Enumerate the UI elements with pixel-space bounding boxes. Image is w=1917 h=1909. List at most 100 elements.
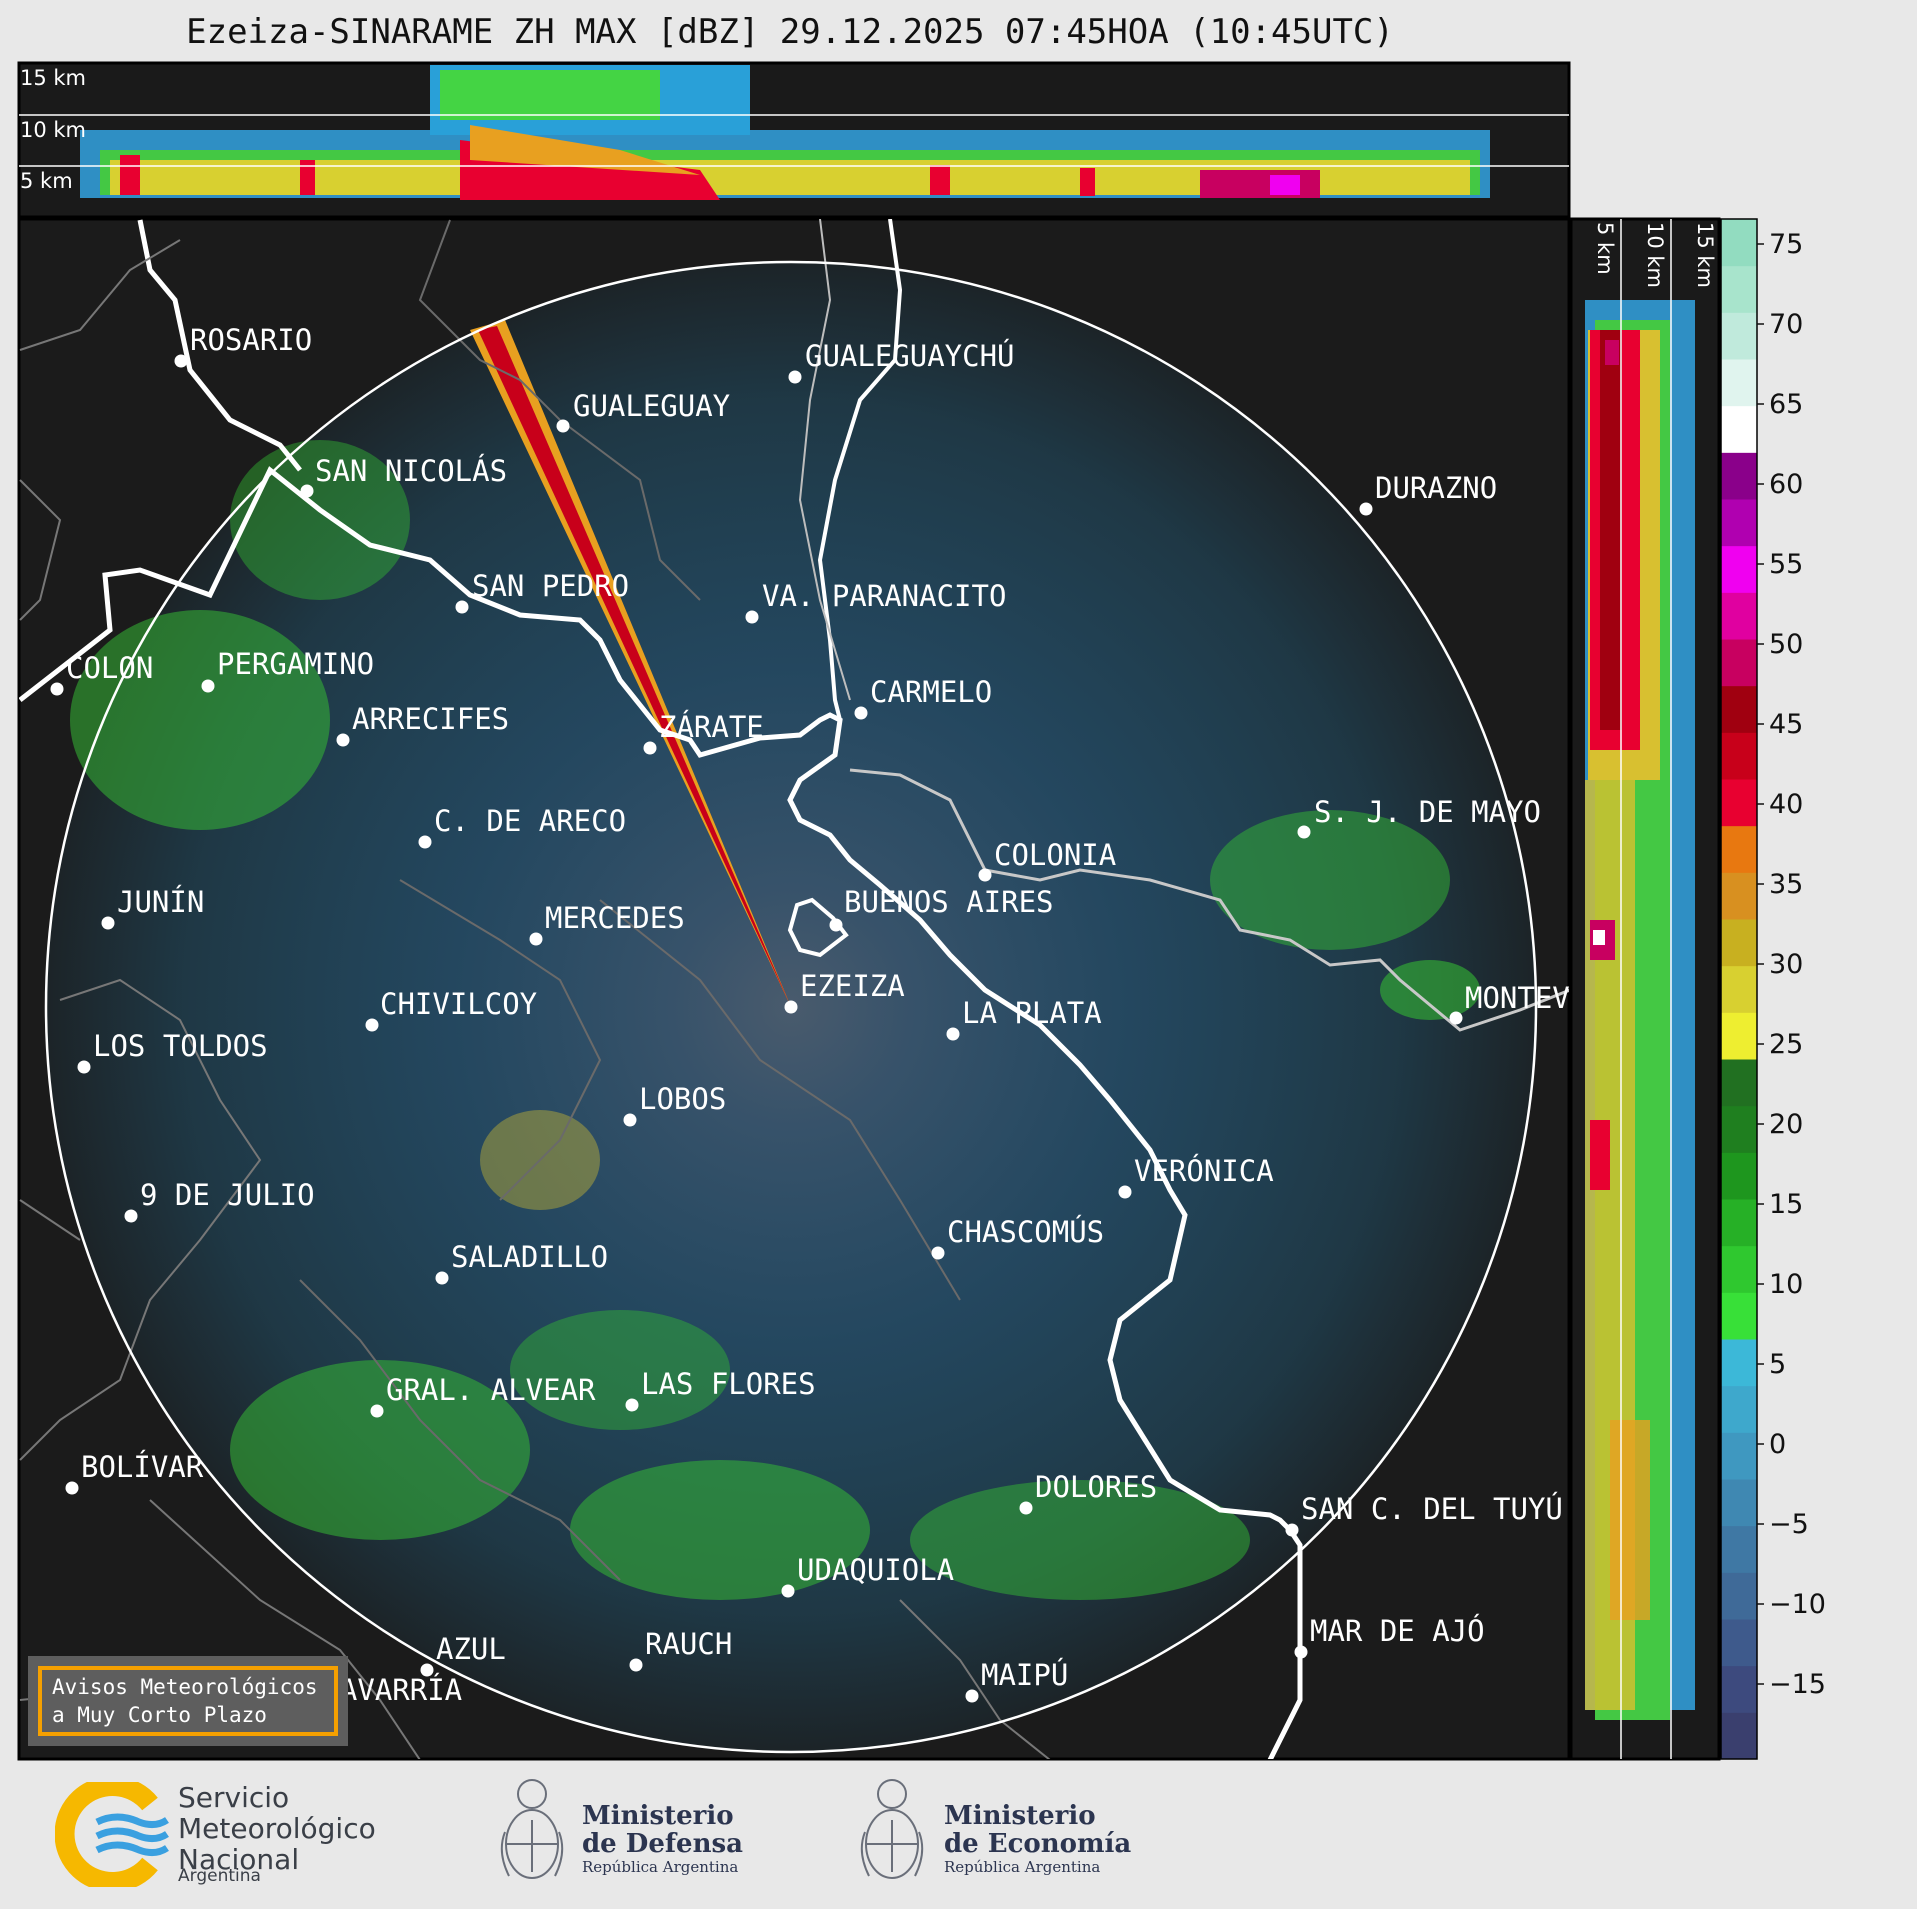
svg-text:DURAZNO: DURAZNO xyxy=(1375,471,1497,505)
city-la-plata: LA PLATA xyxy=(946,996,1102,1041)
colorbar-tick-label: −5 xyxy=(1769,1509,1809,1540)
colorbar-tick-label: 60 xyxy=(1769,469,1803,500)
svg-text:9 DE JULIO: 9 DE JULIO xyxy=(140,1178,315,1212)
colorbar-segment xyxy=(1721,825,1757,873)
colorbar-segment xyxy=(1721,732,1757,780)
colorbar-segment xyxy=(1721,685,1757,733)
colorbar-tick-label: 15 xyxy=(1769,1189,1803,1220)
city-azul: AZUL xyxy=(420,1632,506,1677)
city-s-j-de-mayo: S. J. DE MAYO xyxy=(1297,795,1541,839)
svg-text:DOLORES: DOLORES xyxy=(1035,1470,1157,1504)
colorbar-tick-label: −10 xyxy=(1769,1589,1826,1620)
city-arrecifes: ARRECIFES xyxy=(336,702,509,747)
city-bolivar: BOLÍVAR xyxy=(65,1450,204,1495)
colorbar-tick-label: 30 xyxy=(1769,949,1803,980)
svg-text:JUNÍN: JUNÍN xyxy=(117,885,204,919)
map-title: Ezeiza-SINARAME ZH MAX [dBZ] 29.12.2025 … xyxy=(186,12,1394,52)
colorbar-segment xyxy=(1721,452,1757,500)
colorbar-segment xyxy=(1721,872,1757,920)
city-colonia: COLONIA xyxy=(978,838,1116,882)
range-ring xyxy=(44,260,1538,1754)
svg-text:EZEIZA: EZEIZA xyxy=(800,969,905,1003)
svg-text:BUENOS AIRES: BUENOS AIRES xyxy=(844,885,1054,919)
city-rosario: ROSARIO xyxy=(174,323,312,368)
svg-text:C. DE ARECO: C. DE ARECO xyxy=(434,804,626,838)
colorbar-tick-label: −15 xyxy=(1769,1669,1826,1700)
side-height-panel: 5 km 10 km 15 km xyxy=(1569,217,1721,1761)
colorbar-tick-label: 70 xyxy=(1769,309,1803,340)
city-durazno: DURAZNO xyxy=(1359,471,1497,516)
city-saladillo: SALADILLO xyxy=(435,1240,608,1285)
city-san-c-del-tuyu: SAN C. DEL TUYÚ xyxy=(1285,1492,1563,1537)
city-junin: JUNÍN xyxy=(101,885,204,930)
city-san-pedro: SAN PEDRO xyxy=(455,569,629,614)
svg-text:RAUCH: RAUCH xyxy=(645,1627,732,1661)
city-dolores: DOLORES xyxy=(1019,1470,1157,1515)
city-markers: ROSARIO GUALEGUAYCHÚ GUALEGUAY SAN NICOL… xyxy=(50,323,1640,1718)
svg-text:ZÁRATE: ZÁRATE xyxy=(659,710,764,744)
city-zarate: ZÁRATE xyxy=(643,710,764,755)
city-chivilcoy: CHIVILCOY xyxy=(365,987,537,1032)
top-height-panel: 15 km 10 km 5 km xyxy=(17,61,1571,219)
colorbar-segment xyxy=(1721,965,1757,1013)
svg-text:GRAL. ALVEAR: GRAL. ALVEAR xyxy=(386,1373,596,1407)
svg-text:COLON: COLON xyxy=(66,651,153,685)
colorbar-tick-label: 55 xyxy=(1769,549,1803,580)
colorbar-tick-label: 20 xyxy=(1769,1109,1803,1140)
colorbar-tick-label: 5 xyxy=(1769,1349,1786,1380)
colorbar-segment xyxy=(1721,1665,1757,1713)
colorbar-segment xyxy=(1721,1385,1757,1433)
svg-text:MERCEDES: MERCEDES xyxy=(545,901,685,935)
colorbar-tick-label: 35 xyxy=(1769,869,1803,900)
city-san-nicolas: SAN NICOLÁS xyxy=(300,454,507,498)
city-carmelo: CARMELO xyxy=(854,675,992,720)
svg-text:MAIPÚ: MAIPÚ xyxy=(981,1658,1068,1692)
svg-text:SAN PEDRO: SAN PEDRO xyxy=(472,569,629,603)
height-label-15km: 15 km xyxy=(20,66,86,90)
city-chascomus: CHASCOMÚS xyxy=(931,1215,1104,1260)
economia-logo-text: Ministerio de Economía República Argenti… xyxy=(944,1801,1132,1876)
city-los-toldos: LOS TOLDOS xyxy=(77,1029,268,1074)
colorbar-tick-label: 10 xyxy=(1769,1269,1803,1300)
city-9-de-julio: 9 DE JULIO xyxy=(124,1178,315,1223)
colorbar-tick-label: 50 xyxy=(1769,629,1803,660)
colorbar-segment xyxy=(1721,1245,1757,1293)
side-height-label-15km: 15 km xyxy=(1693,222,1717,288)
colorbar-segment xyxy=(1721,1199,1757,1247)
colorbar-tick-label: 65 xyxy=(1769,389,1803,420)
colorbar-segment xyxy=(1721,1152,1757,1200)
svg-text:S. J. DE MAYO: S. J. DE MAYO xyxy=(1314,795,1541,829)
aviso-line-2: a Muy Corto Plazo xyxy=(52,1703,267,1727)
city-lobos: LOBOS xyxy=(623,1082,726,1127)
colorbar-segment xyxy=(1721,1059,1757,1107)
radar-map: ROSARIO GUALEGUAYCHÚ GUALEGUAY SAN NICOL… xyxy=(17,217,1640,1761)
city-las-flores: LAS FLORES xyxy=(625,1367,816,1412)
colorbar-segment xyxy=(1721,545,1757,593)
colorbar-tick-label: 40 xyxy=(1769,789,1803,820)
height-label-5km: 5 km xyxy=(20,169,73,193)
side-height-label-10km: 10 km xyxy=(1643,222,1667,288)
svg-text:GUALEGUAY: GUALEGUAY xyxy=(573,389,730,423)
colorbar-segment xyxy=(1721,1012,1757,1060)
colorbar-tick-label: 25 xyxy=(1769,1029,1803,1060)
colorbar-segment xyxy=(1721,779,1757,827)
svg-text:UDAQUIOLA: UDAQUIOLA xyxy=(797,1553,954,1587)
colorbar-tick-label: 75 xyxy=(1769,229,1803,260)
smn-logo-icon xyxy=(54,1776,170,1892)
colorbar-segment xyxy=(1721,1572,1757,1620)
height-label-10km: 10 km xyxy=(20,118,86,142)
colorbar-segment xyxy=(1721,405,1757,453)
colorbar-tick-label: 45 xyxy=(1769,709,1803,740)
smn-logo-text: Servicio Meteorológico Nacional xyxy=(178,1781,376,1876)
svg-text:LOBOS: LOBOS xyxy=(639,1082,726,1116)
svg-text:SAN C. DEL TUYÚ: SAN C. DEL TUYÚ xyxy=(1301,1492,1563,1526)
city-colon: COLON xyxy=(50,651,153,696)
city-buenos-aires: BUENOS AIRES xyxy=(829,885,1054,932)
colorbar-segment xyxy=(1721,1712,1757,1760)
colorbar-segment xyxy=(1721,312,1757,360)
svg-text:ARRECIFES: ARRECIFES xyxy=(352,702,509,736)
colorbar-segment xyxy=(1721,1479,1757,1527)
colorbar-segment xyxy=(1721,592,1757,640)
